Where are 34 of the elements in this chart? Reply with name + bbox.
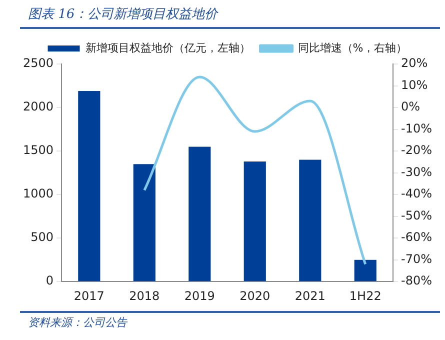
y2-tick-label: -10%: [401, 121, 432, 136]
y2-tick-label: 0%: [401, 100, 420, 114]
x-tick-label: 2019: [184, 288, 215, 303]
x-tick-label: 2021: [294, 288, 326, 303]
text: 资料来源：公司公告: [28, 315, 128, 330]
y2-tick-label: -60%: [401, 230, 432, 244]
y2-tick-label: -40%: [401, 186, 432, 201]
y-tick-label: 2000: [22, 100, 54, 114]
y2-tick-label: -80%: [401, 274, 432, 288]
x-tick-label: 1H22: [349, 288, 382, 303]
y2-tick-label: -70%: [401, 252, 432, 266]
legend-label: 新增项目权益地价（亿元，左轴）: [85, 41, 250, 54]
y2-tick-label: -50%: [401, 208, 432, 222]
y2-tick-label: 20%: [401, 56, 428, 70]
bar: [133, 164, 156, 282]
bar: [78, 90, 100, 282]
y-tick-label: 500: [30, 230, 54, 244]
y2-tick-label: 10%: [401, 78, 428, 92]
x-tick-label: 2020: [240, 288, 270, 303]
legend-label: 同比增速（%，右轴）: [298, 41, 408, 54]
y-tick-label: 2500: [22, 56, 54, 70]
y-tick-label: 1500: [22, 143, 54, 158]
bar: [188, 146, 211, 282]
bar: [354, 260, 376, 282]
x-tick-label: 2017: [74, 288, 104, 303]
y2-tick-label: -30%: [401, 164, 432, 179]
x-tick-label: 2018: [129, 288, 160, 303]
y2-tick-label: -20%: [401, 143, 432, 158]
y-tick-label: 0: [46, 274, 54, 288]
line-series: [143, 76, 367, 266]
y-tick-label: 1000: [22, 186, 54, 201]
bar: [299, 160, 322, 282]
chart-title: 图表 16：公司新增项目权益地价: [27, 6, 220, 24]
bar: [244, 161, 266, 282]
